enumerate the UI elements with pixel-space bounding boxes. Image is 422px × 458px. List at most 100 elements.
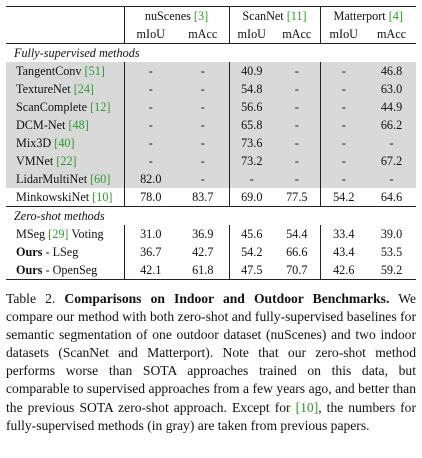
- metric-value: 39.0: [380, 226, 403, 241]
- table-row: MSeg [29] Voting 31.0 36.9 45.6 54.4 33.4 39.0: [6, 225, 416, 243]
- metric-header: mAcc: [188, 26, 218, 41]
- method-label: Mix3D: [16, 135, 52, 150]
- metric-header: mIoU: [123, 25, 177, 44]
- method-label: LidarMultiNet: [16, 171, 88, 186]
- metric-value: 65.8: [228, 116, 274, 134]
- results-table: nuScenes [3] ScanNet [11] Matterport [4]…: [6, 6, 416, 280]
- metric-value: -: [177, 152, 229, 170]
- metric-value: 46.8: [367, 62, 416, 80]
- metric-value: 53.5: [380, 244, 403, 259]
- method-name: MinkowskiNet [10]: [6, 188, 124, 207]
- method-label: DCM-Net: [16, 117, 66, 132]
- metric-value: 69.0: [228, 188, 274, 207]
- method-variant: Voting: [71, 226, 104, 241]
- metric-value: -: [319, 98, 367, 116]
- metric-value: -: [274, 98, 320, 116]
- metric-value: -: [177, 80, 229, 98]
- metric-value: -: [274, 116, 320, 134]
- metric-value: -: [123, 80, 177, 98]
- method-name: LidarMultiNet [60]: [6, 170, 124, 188]
- method-name: TextureNet [24]: [6, 80, 124, 98]
- table-row: Ours - OpenSeg 42.1 61.8 47.5 70.7 42.6 59.2: [6, 261, 416, 280]
- section-header-zeroshot: Zero-shot methods: [14, 208, 105, 223]
- metric-value: -: [177, 62, 229, 80]
- table-row: Ours - LSeg 36.7 42.7 54.2 66.6 43.4 53.5: [6, 243, 416, 261]
- metric-header: mIoU: [228, 25, 274, 44]
- metric-value: 42.7: [192, 244, 214, 259]
- metric-value: -: [274, 134, 320, 152]
- metric-value: 59.2: [367, 261, 416, 280]
- method-citation: [29]: [48, 226, 69, 241]
- table-row: TangentConv [51] - -40.9- -46.8: [6, 62, 416, 80]
- metric-header: mAcc: [376, 26, 407, 41]
- method-name: Mix3D [40]: [6, 134, 124, 152]
- metric-value: 36.9: [192, 226, 214, 241]
- metric-value: -: [367, 170, 416, 188]
- method-label: MSeg: [16, 226, 46, 241]
- metric-value: -: [123, 98, 177, 116]
- metric-value: -: [228, 170, 274, 188]
- metric-value: -: [123, 152, 177, 170]
- method-variant: - LSeg: [45, 244, 79, 259]
- metric-value: -: [123, 116, 177, 134]
- method-label: Ours: [16, 244, 43, 259]
- metric-value: -: [274, 80, 320, 98]
- metric-value: -: [177, 170, 229, 188]
- method-name: ScanComplete [12]: [6, 98, 124, 116]
- metric-value: -: [123, 62, 177, 80]
- metric-value: -: [367, 134, 416, 152]
- metric-header: mIoU: [319, 25, 367, 44]
- table-row: VMNet [22] - -73.2- -67.2: [6, 152, 416, 170]
- metric-value: -: [177, 98, 229, 116]
- metric-value: 54.8: [228, 80, 274, 98]
- metric-value: 42.1: [123, 261, 177, 280]
- metric-header-row: mIoU mAcc mIoU mAcc mIoU mAcc: [6, 25, 416, 44]
- metric-value: 63.0: [367, 80, 416, 98]
- metric-value: 42.6: [319, 261, 367, 280]
- section-header-supervised: Fully-supervised methods: [6, 43, 416, 62]
- metric-value: 36.7: [123, 243, 177, 261]
- method-name: DCM-Net [48]: [6, 116, 124, 134]
- method-variant: - OpenSeg: [45, 262, 98, 277]
- metric-value: 61.8: [177, 261, 229, 280]
- metric-value: -: [123, 134, 177, 152]
- metric-value: 77.5: [274, 188, 320, 207]
- metric-value: 33.4: [319, 225, 367, 243]
- table-row: LidarMultiNet [60] 82.0- - - - -: [6, 170, 416, 188]
- metric-value: -: [274, 152, 320, 170]
- method-label: ScanComplete: [16, 99, 88, 114]
- metric-value: -: [274, 62, 320, 80]
- metric-value: 31.0: [123, 225, 177, 243]
- metric-value: -: [274, 170, 320, 188]
- metric-value: 54.4: [286, 226, 308, 241]
- dataset-header-nuscenes: nuScenes [3]: [123, 6, 229, 25]
- method-name: MSeg [29] Voting: [6, 225, 124, 243]
- metric-value: 40.9: [228, 62, 274, 80]
- caption-text-end: , the numbers for fully-supervised metho…: [6, 399, 416, 433]
- metric-value: 67.2: [367, 152, 416, 170]
- table-caption: Table 2. Comparisons on Indoor and Outdo…: [6, 290, 416, 435]
- metric-value: 83.7: [177, 188, 229, 207]
- method-citation: [10]: [92, 189, 113, 204]
- table-row: Mix3D [40] - -73.6- - -: [6, 134, 416, 152]
- table-row: ScanComplete [12] - -56.6- -44.9: [6, 98, 416, 116]
- table-row: TextureNet [24] - -54.8- -63.0: [6, 80, 416, 98]
- caption-text: We compare our method with both zero-sho…: [6, 291, 416, 415]
- metric-value: -: [177, 134, 229, 152]
- metric-value: -: [319, 62, 367, 80]
- method-name: VMNet [22]: [6, 152, 124, 170]
- method-label: TextureNet: [16, 81, 71, 96]
- metric-value: -: [319, 152, 367, 170]
- caption-title: Comparisons on Indoor and Outdoor Benchm…: [64, 291, 390, 306]
- dataset-header-matterport: Matterport [4]: [319, 6, 416, 25]
- caption-citation: [10]: [295, 399, 319, 415]
- metric-value: 64.6: [367, 188, 416, 207]
- method-citation: [24]: [73, 81, 94, 96]
- method-citation: [12]: [90, 99, 111, 114]
- method-name: Ours - OpenSeg: [6, 261, 124, 280]
- method-citation: [22]: [56, 153, 77, 168]
- table-row: DCM-Net [48] - -65.8- -66.2: [6, 116, 416, 134]
- method-label: MinkowskiNet: [16, 189, 90, 204]
- method-label: Ours: [16, 262, 43, 277]
